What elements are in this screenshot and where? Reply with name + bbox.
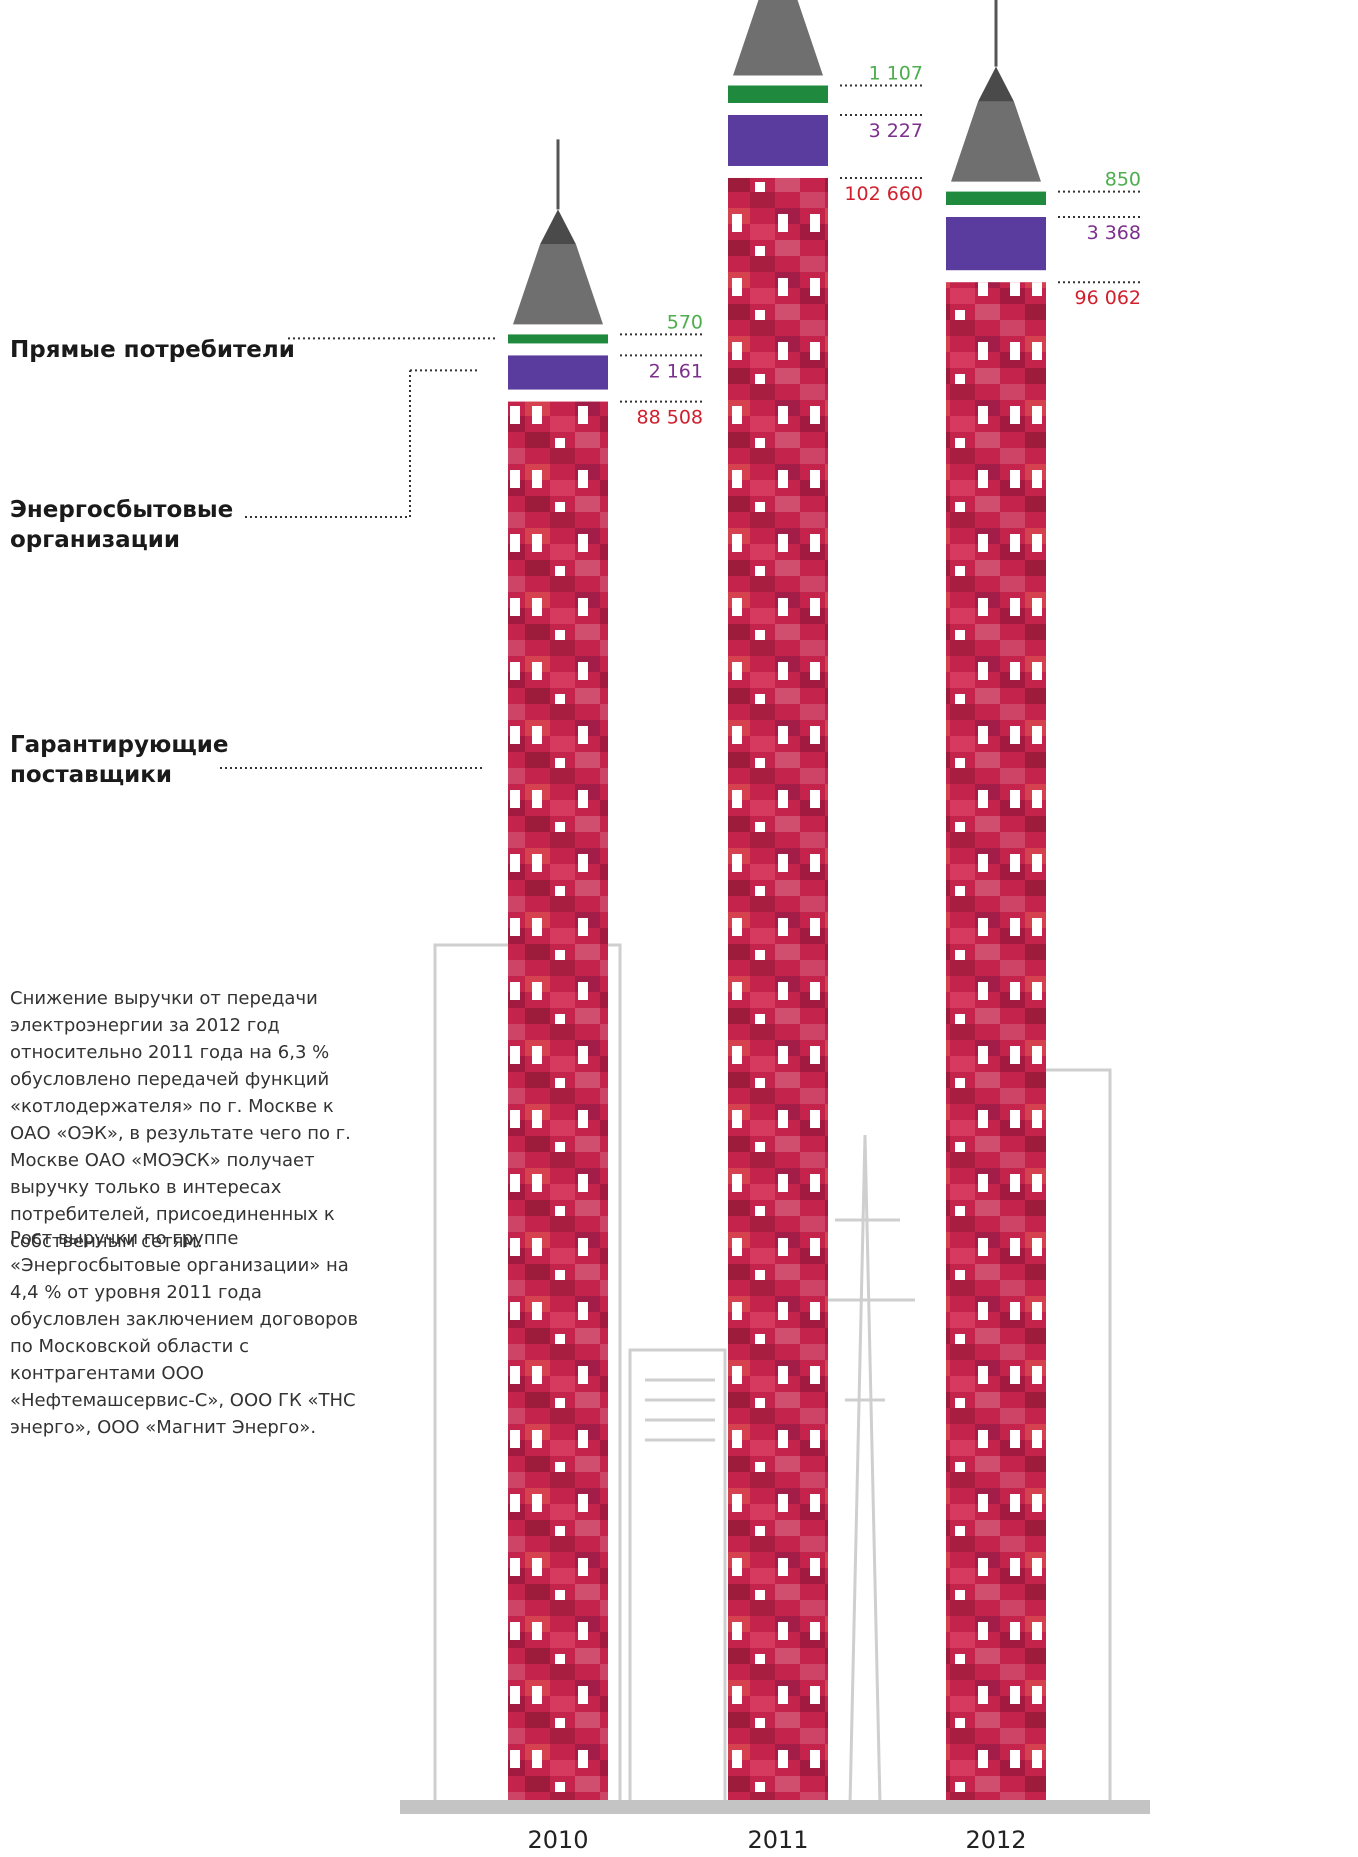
value-label: 102 660 xyxy=(844,183,923,205)
label-guarantee: Гарантирующие поставщики xyxy=(10,732,229,788)
label-sales: Энергосбытовые организации xyxy=(10,497,234,553)
texture xyxy=(508,401,608,1800)
x-tick-label: 2011 xyxy=(747,1826,808,1854)
value-label: 88 508 xyxy=(637,407,703,429)
spire xyxy=(951,101,1041,182)
segment xyxy=(946,191,1046,206)
spire-top xyxy=(978,66,1014,102)
value-label: 96 062 xyxy=(1075,287,1141,309)
segment xyxy=(728,85,828,103)
value-label: 3 227 xyxy=(869,120,923,142)
x-tick-label: 2010 xyxy=(527,1826,588,1854)
label-direct: Прямые потребители xyxy=(10,337,295,363)
ground xyxy=(400,1800,1150,1814)
note: Рост выручки по группе «Энергосбытовые о… xyxy=(10,1228,359,1438)
x-tick-label: 2012 xyxy=(965,1826,1026,1854)
spire xyxy=(513,244,603,325)
segment xyxy=(728,114,828,166)
note: Снижение выручки от передачи электроэнер… xyxy=(10,988,351,1252)
value-label: 570 xyxy=(667,311,703,333)
segment xyxy=(508,334,608,344)
value-label: 1 107 xyxy=(869,62,923,84)
texture xyxy=(728,177,828,1800)
value-label: 2 161 xyxy=(649,360,703,382)
spire-top xyxy=(540,209,576,245)
spire xyxy=(733,0,823,76)
value-label: 850 xyxy=(1105,169,1141,191)
texture xyxy=(946,282,1046,1800)
value-label: 3 368 xyxy=(1087,222,1141,244)
segment xyxy=(508,355,608,390)
segment xyxy=(946,217,1046,271)
